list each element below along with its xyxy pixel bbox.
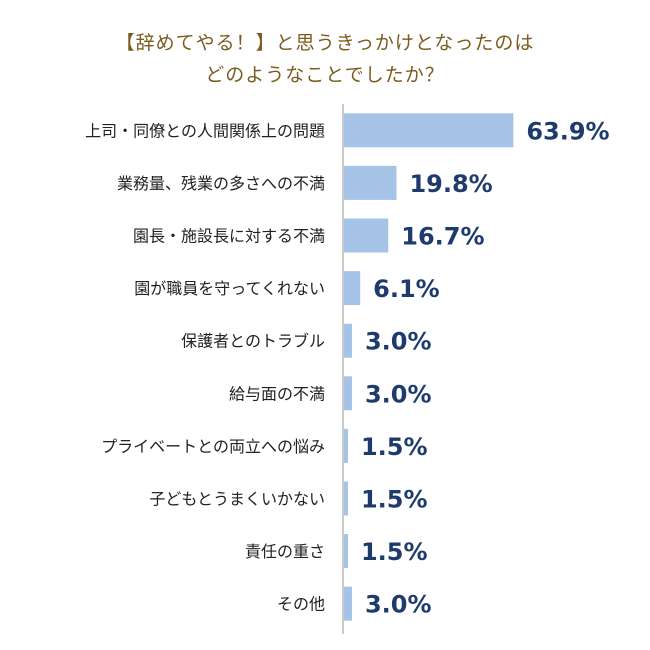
category-label: 責任の重さ	[245, 542, 325, 561]
chart-title-line-1: 【辞めてやる！】と思うきっかけとなったのは	[115, 32, 535, 54]
bar	[344, 428, 348, 463]
value-label: 3.0%	[365, 380, 432, 408]
bar	[344, 218, 389, 253]
bar	[344, 481, 348, 516]
value-label: 6.1%	[373, 275, 440, 303]
category-label: 保護者とのトラブル	[181, 332, 325, 351]
value-label: 16.7%	[401, 223, 484, 251]
category-label: 子どもとうまくいかない	[149, 490, 325, 509]
category-label: その他	[277, 595, 325, 614]
value-label: 3.0%	[365, 328, 432, 356]
category-label: 園が職員を守ってくれない	[134, 279, 325, 298]
category-label: 上司・同僚との人間関係上の問題	[85, 121, 325, 140]
bar	[344, 323, 352, 358]
bar	[344, 271, 361, 306]
value-label: 3.0%	[365, 591, 432, 619]
bar	[344, 534, 348, 569]
category-label: プライベートとの両立への悩み	[101, 437, 325, 456]
chart-title-line-2: どのようなことでしたか？	[205, 64, 445, 86]
category-label: 園長・施設長に対する不満	[133, 227, 325, 246]
value-label: 19.8%	[409, 170, 492, 198]
value-label: 63.9%	[526, 117, 609, 145]
value-label: 1.5%	[361, 433, 428, 461]
value-label: 1.5%	[361, 538, 428, 566]
bar	[344, 165, 397, 200]
bar	[344, 376, 352, 411]
category-label: 給与面の不満	[229, 384, 325, 403]
value-label: 1.5%	[361, 486, 428, 514]
bar	[344, 586, 352, 621]
bar	[344, 113, 514, 148]
category-label: 業務量、残業の多さへの不満	[117, 174, 325, 193]
